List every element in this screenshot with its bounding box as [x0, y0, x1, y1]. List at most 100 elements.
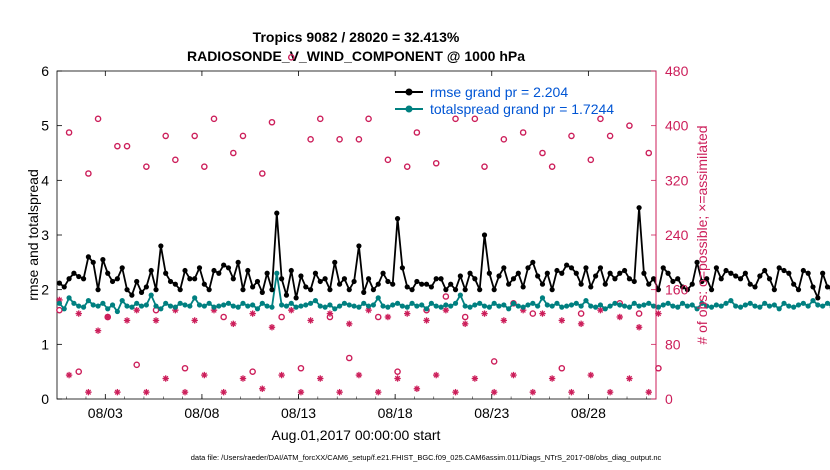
rmse-point	[385, 278, 391, 285]
totalspread-point	[607, 303, 613, 309]
totalspread-point	[211, 304, 217, 310]
totalspread-point	[66, 295, 72, 301]
totalspread-point	[240, 300, 246, 306]
possible-obs-point	[65, 129, 73, 136]
possible-obs-point	[191, 132, 198, 140]
assimilated-obs-point	[94, 327, 102, 334]
rmse-point	[409, 287, 415, 293]
totalspread-point	[612, 300, 618, 306]
rmse-point	[138, 289, 145, 295]
rmse-point	[85, 254, 91, 260]
rmse-point	[443, 287, 449, 293]
totalspread-point	[90, 302, 96, 308]
assimilated-obs-point	[616, 313, 623, 321]
rmse-point	[119, 265, 125, 271]
chart-title-line2: RADIOSONDE_V_WIND_COMPONENT @ 1000 hPa	[187, 48, 525, 64]
rmse-point	[588, 284, 594, 290]
rmse-point	[583, 265, 589, 271]
possible-obs-point	[133, 361, 141, 369]
assimilated-obs-point	[317, 375, 324, 382]
assimilated-obs-point	[326, 310, 334, 317]
rmse-point	[250, 284, 256, 290]
assimilated-obs-point	[336, 388, 343, 396]
possible-obs-point	[114, 142, 121, 150]
rmse-point	[704, 276, 710, 282]
rmse-point	[737, 276, 744, 282]
possible-obs-point	[471, 115, 479, 123]
rmse-point	[675, 276, 681, 282]
possible-obs-point	[490, 358, 498, 365]
rmse-point	[351, 278, 357, 285]
rmse-point	[617, 270, 623, 276]
totalspread-point	[781, 300, 787, 306]
totalspread-point	[684, 303, 690, 309]
totalspread-point	[791, 304, 797, 310]
rmse-point	[747, 281, 753, 287]
rmse-point	[544, 270, 550, 276]
rmse-point	[665, 270, 671, 276]
rmse-point	[564, 262, 570, 268]
rmse-point	[298, 273, 304, 279]
rmse-point	[201, 281, 207, 287]
rmse-point	[274, 210, 280, 216]
rmse-point	[578, 281, 584, 287]
totalspread-point	[564, 303, 570, 309]
rmse-point	[771, 287, 777, 293]
totalspread-point	[167, 303, 174, 309]
assimilated-obs-point	[65, 371, 73, 379]
totalspread-point	[718, 303, 724, 309]
totalspread-point	[530, 300, 536, 306]
x-tick-label: 08/23	[474, 405, 509, 421]
possible-obs-point	[606, 132, 614, 140]
rmse-point	[308, 287, 314, 293]
totalspread-point	[85, 298, 91, 304]
possible-obs-point	[519, 129, 527, 136]
possible-obs-point	[75, 368, 83, 375]
totalspread-point	[448, 303, 454, 309]
totalspread-point	[660, 302, 666, 308]
possible-obs-point	[394, 368, 401, 375]
totalspread-point	[303, 302, 309, 308]
rmse-point	[61, 284, 67, 290]
totalspread-point	[206, 300, 212, 306]
rmse-point	[148, 267, 154, 274]
possible-obs-point	[413, 129, 421, 136]
totalspread-point	[341, 300, 348, 306]
rmse-point	[559, 270, 565, 276]
rmse-point	[254, 278, 261, 285]
rmse-point	[646, 281, 652, 287]
rmse-point	[650, 276, 657, 282]
rmse-point	[370, 287, 377, 293]
totalspread-point	[646, 300, 652, 306]
totalspread-point	[365, 303, 372, 309]
rmse-point	[76, 273, 82, 280]
rmse-point	[129, 292, 135, 298]
rmse-point	[684, 287, 690, 293]
totalspread-point	[472, 302, 478, 308]
rmse-point	[477, 287, 483, 293]
totalspread-point	[491, 300, 497, 306]
totalspread-point	[520, 304, 526, 310]
totalspread-point	[419, 302, 425, 308]
possible-obs-point	[210, 115, 218, 123]
totalspread-point	[752, 303, 758, 309]
rmse-point	[781, 267, 787, 274]
rmse-point	[414, 278, 420, 285]
rmse-point	[245, 267, 251, 274]
possible-obs-point	[249, 368, 256, 375]
assimilated-obs-point	[346, 320, 353, 328]
possible-obs-point	[345, 354, 353, 362]
rmse-point	[341, 276, 348, 282]
totalspread-point	[573, 300, 579, 306]
totalspread-point	[361, 300, 367, 306]
rmse-point	[225, 265, 232, 271]
totalspread-point	[114, 308, 120, 315]
x-axis-label: Aug.01,2017 00:00:00 start	[272, 427, 441, 443]
totalspread-point	[815, 302, 821, 308]
legend: rmse grand pr = 2.204 totalspread grand …	[395, 84, 614, 117]
assimilated-obs-point	[442, 306, 450, 314]
totalspread-point	[322, 304, 328, 310]
totalspread-point	[351, 303, 357, 309]
totalspread-point	[390, 302, 396, 308]
rmse-point	[71, 270, 77, 276]
